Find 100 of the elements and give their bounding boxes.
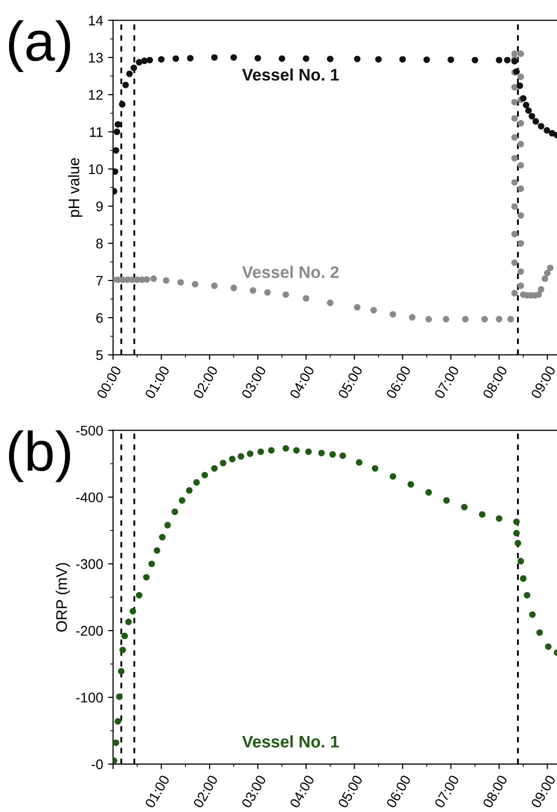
point: [340, 452, 346, 459]
point: [146, 56, 153, 64]
point: [513, 530, 520, 536]
point: [158, 56, 165, 63]
y-tick-label: -200: [76, 626, 103, 636]
point: [536, 629, 543, 636]
y-tick-label: 5: [96, 350, 103, 360]
point: [130, 608, 136, 614]
point: [518, 558, 524, 564]
point: [159, 534, 166, 540]
point: [329, 451, 336, 458]
point: [193, 479, 200, 486]
point: [305, 448, 312, 455]
series-label: Vessel No. 2: [242, 266, 339, 278]
point: [461, 504, 468, 510]
point: [172, 508, 178, 516]
point: [375, 56, 382, 63]
point: [478, 511, 486, 518]
point: [220, 460, 226, 466]
point: [448, 56, 454, 63]
point: [211, 465, 218, 472]
y-tick-label: 12: [88, 90, 103, 100]
point: [126, 70, 133, 78]
point: [186, 487, 193, 494]
point: [520, 575, 526, 582]
point: [354, 56, 360, 62]
point: [516, 82, 524, 89]
point: [472, 56, 478, 64]
point: [545, 643, 552, 650]
point: [114, 718, 122, 725]
point: [302, 55, 310, 62]
point: [229, 456, 236, 462]
point: [172, 55, 180, 62]
point: [278, 55, 286, 62]
point: [143, 574, 150, 580]
point: [113, 168, 118, 175]
point: [130, 64, 138, 72]
point: [125, 618, 132, 626]
point: [282, 445, 290, 452]
point: [114, 128, 120, 136]
point: [119, 646, 126, 654]
point: [293, 447, 300, 454]
point: [164, 522, 171, 528]
point: [148, 560, 155, 568]
y-tick-label: -0: [92, 759, 103, 770]
series-label: Vessel No. 1: [242, 68, 339, 81]
point: [318, 450, 325, 456]
point: [443, 497, 450, 504]
point: [513, 518, 520, 526]
chart-title: (a): [9, 20, 70, 72]
point: [425, 489, 432, 496]
y-tick-label: 11: [90, 127, 103, 137]
point: [532, 118, 540, 125]
chart-title: (b): [9, 430, 70, 482]
point: [524, 592, 530, 598]
point: [114, 121, 122, 128]
point: [118, 668, 125, 675]
point: [538, 122, 544, 130]
point: [257, 448, 264, 455]
point: [118, 101, 126, 108]
y-tick-label: -100: [76, 692, 103, 703]
y-tick-label: 7: [96, 276, 103, 286]
point: [514, 540, 522, 546]
point: [496, 515, 502, 522]
point: [211, 54, 218, 61]
y-tick-label: 6: [96, 313, 103, 323]
y-tick-label: 8: [96, 238, 103, 248]
point: [399, 56, 406, 63]
point: [141, 58, 148, 64]
point: [122, 82, 129, 88]
y-tick-label: -300: [76, 559, 103, 570]
point: [113, 147, 120, 154]
point: [529, 611, 536, 618]
point: [116, 693, 123, 700]
y-axis-title: pH value: [68, 158, 82, 217]
y-tick-label: 14: [88, 16, 103, 26]
point: [121, 632, 128, 640]
point: [390, 473, 396, 480]
point: [268, 447, 275, 454]
point: [356, 459, 362, 466]
point: [254, 54, 262, 62]
point: [504, 56, 511, 64]
point: [408, 481, 414, 488]
point: [230, 54, 237, 61]
point: [525, 107, 532, 114]
point: [246, 450, 254, 457]
point: [372, 465, 378, 472]
y-tick-label: 9: [96, 201, 103, 212]
y-tick-label: -500: [76, 426, 103, 436]
text: Vessel No. 1: [242, 735, 339, 748]
y-tick-label: 13: [88, 52, 103, 63]
point: [201, 472, 208, 478]
point: [178, 497, 186, 504]
point: [522, 102, 530, 108]
y-tick-label: 10: [88, 164, 103, 174]
point: [544, 127, 550, 134]
y-axis-title: ORP (mV): [56, 563, 70, 632]
y-tick-label: -400: [76, 492, 103, 502]
point: [326, 56, 334, 62]
point: [113, 739, 120, 746]
